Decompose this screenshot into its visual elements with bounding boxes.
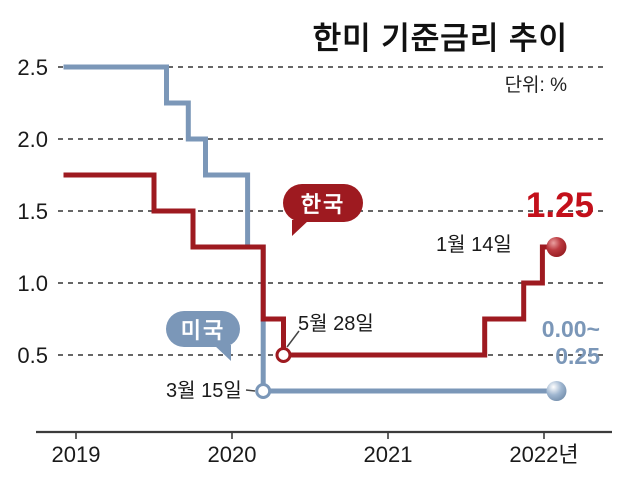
may28-connector <box>286 330 300 348</box>
korea-series-bubble-label: 한국 <box>283 184 363 236</box>
x-tick-label: 2020 <box>208 442 257 467</box>
y-axis-labels: 2.5 2.0 1.5 1.0 0.5 <box>17 55 48 368</box>
y-tick-label: 1.0 <box>17 271 48 296</box>
x-axis: 2019 2020 2021 2022년 <box>36 430 612 467</box>
series-lines <box>63 64 557 394</box>
us-range-bottom: 0.25 <box>555 343 600 369</box>
may28-annotation: 5월 28일 <box>298 313 374 335</box>
unit-label: 단위: % <box>504 75 567 96</box>
x-tick-label: 2022년 <box>509 442 578 467</box>
korea-event-marker <box>275 347 292 363</box>
y-tick-label: 2.5 <box>17 55 48 80</box>
mar15-annotation: 3월 15일 <box>166 380 242 402</box>
us-series-bubble-label: 미국 <box>166 311 240 361</box>
y-tick-label: 2.0 <box>17 127 48 152</box>
us-final-rate-range: 0.00~ 0.25 <box>542 316 600 370</box>
x-tick-label: 2019 <box>52 442 101 467</box>
jan14-annotation: 1월 14일 <box>436 234 512 256</box>
page-title: 한미 기준금리 추이 <box>312 21 568 56</box>
x-tick-label: 2021 <box>364 442 413 467</box>
korea-final-rate-value: 1.25 <box>525 186 594 225</box>
markers <box>255 237 567 401</box>
mar15-connector <box>245 389 256 392</box>
korea-rate-line <box>63 172 557 358</box>
y-tick-label: 1.5 <box>17 199 48 224</box>
us-range-top: 0.00~ <box>541 316 600 342</box>
us-endpoint-ball <box>546 381 567 401</box>
y-tick-label: 0.5 <box>17 343 48 368</box>
korea-endpoint-ball <box>546 237 567 257</box>
us-event-marker <box>255 383 272 399</box>
